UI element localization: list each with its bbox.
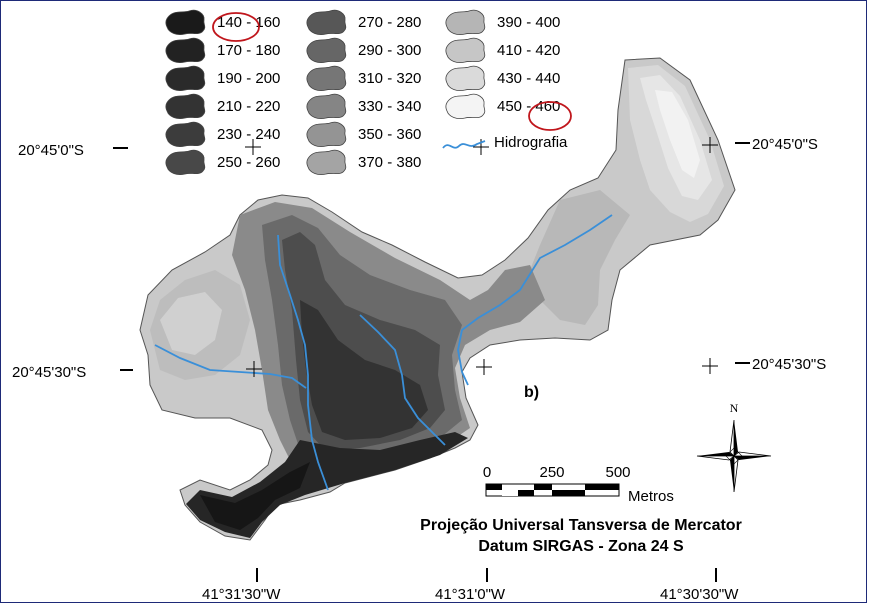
hydrography-label: Hidrografia xyxy=(494,134,568,151)
grid-cross xyxy=(476,359,492,375)
grid-cross xyxy=(245,139,261,155)
highlight-circle xyxy=(212,12,260,42)
river xyxy=(457,214,613,386)
legend-swatch xyxy=(306,37,347,63)
legend-item: 210 - 220 xyxy=(165,93,280,119)
river xyxy=(277,234,329,491)
legend-item: 250 - 260 xyxy=(165,149,280,175)
scale-tick-250: 250 xyxy=(539,464,564,481)
panel-label: b) xyxy=(524,384,539,401)
lon-label-1: 41°31'30"W xyxy=(202,586,281,603)
legend-item: 430 - 440 xyxy=(445,65,560,91)
legend-label: 330 - 340 xyxy=(358,98,421,115)
legend-item: 450 - 460 xyxy=(445,93,560,119)
legend-label: 170 - 180 xyxy=(217,42,280,59)
legend-item: 410 - 420 xyxy=(445,37,560,63)
river xyxy=(154,344,307,389)
legend-label: 370 - 380 xyxy=(358,154,421,171)
legend-label: 410 - 420 xyxy=(497,42,560,59)
legend-item-hydrography: Hidrografia xyxy=(442,134,568,151)
graticule-crosses xyxy=(245,137,718,377)
scale-bar: 0 250 500 Metros xyxy=(483,464,674,505)
legend-swatch xyxy=(165,9,206,35)
legend-swatch xyxy=(445,37,486,63)
grid-cross xyxy=(702,358,718,374)
lat-label-mid-left: 20°45'30"S xyxy=(12,364,86,381)
hydrography xyxy=(154,214,613,491)
grid-cross xyxy=(473,139,489,155)
scale-tick-0: 0 xyxy=(483,464,491,481)
legend-item: 290 - 300 xyxy=(306,37,421,63)
legend-item: 190 - 200 xyxy=(165,65,280,91)
north-label: N xyxy=(730,401,739,415)
legend-item: 350 - 360 xyxy=(306,121,421,147)
legend-item: 370 - 380 xyxy=(306,149,421,175)
projection-line-2: Datum SIRGAS - Zona 24 S xyxy=(478,538,684,555)
legend-item: 330 - 340 xyxy=(306,93,421,119)
legend-label: 290 - 300 xyxy=(358,42,421,59)
river xyxy=(359,314,446,446)
legend-label: 190 - 200 xyxy=(217,70,280,87)
legend-swatch xyxy=(165,149,206,175)
legend-label: 270 - 280 xyxy=(358,14,421,31)
north-arrow-icon: N xyxy=(696,401,772,493)
legend-label: 140 - 160 xyxy=(217,14,280,31)
lat-label-top-left: 20°45'0"S xyxy=(18,142,84,159)
highlight-circle xyxy=(528,101,572,131)
legend-swatch xyxy=(306,9,347,35)
legend-swatch xyxy=(165,37,206,63)
legend-label: 310 - 320 xyxy=(358,70,421,87)
elevation-zone xyxy=(528,190,630,325)
hydrography-swatch xyxy=(442,140,486,149)
legend-label: 210 - 220 xyxy=(217,98,280,115)
legend-swatch xyxy=(445,93,486,119)
legend-swatch xyxy=(165,121,206,147)
legend-item: 230 - 240 xyxy=(165,121,280,147)
legend-swatch xyxy=(306,149,347,175)
legend-label: 430 - 440 xyxy=(497,70,560,87)
legend-item: 390 - 400 xyxy=(445,9,560,35)
elevation-zone xyxy=(300,300,428,440)
elevation-zone xyxy=(200,462,310,530)
legend-swatch xyxy=(445,65,486,91)
legend-swatch xyxy=(445,9,486,35)
lat-label-top-right: 20°45'0"S xyxy=(752,136,818,153)
elevation-zone xyxy=(160,292,222,355)
legend-item: 140 - 160 xyxy=(165,9,280,35)
legend-item: 270 - 280 xyxy=(306,9,421,35)
legend-swatch xyxy=(306,121,347,147)
legend: 140 - 160 170 - 180 190 - 200 210 - 220 230 … xyxy=(165,9,572,175)
legend-label: 350 - 360 xyxy=(358,126,421,143)
elevation-map xyxy=(139,57,736,541)
legend-swatch xyxy=(306,65,347,91)
lat-label-mid-right: 20°45'30"S xyxy=(752,356,826,373)
lon-label-3: 41°30'30"W xyxy=(660,586,739,603)
lon-label-2: 41°31'0"W xyxy=(435,586,506,603)
legend-swatch xyxy=(165,93,206,119)
scale-tick-500: 500 xyxy=(605,464,630,481)
legend-item: 310 - 320 xyxy=(306,65,421,91)
legend-label: 230 - 240 xyxy=(217,126,280,143)
grid-cross xyxy=(246,361,262,377)
projection-line-1: Projeção Universal Tansversa de Mercator xyxy=(420,517,742,534)
legend-label: 250 - 260 xyxy=(217,154,280,171)
legend-swatch xyxy=(306,93,347,119)
legend-item: 170 - 180 xyxy=(165,37,280,63)
border-ticks xyxy=(113,142,750,582)
scale-unit: Metros xyxy=(628,488,674,505)
elevation-zone xyxy=(655,90,700,178)
legend-swatch xyxy=(165,65,206,91)
legend-label: 390 - 400 xyxy=(497,14,560,31)
grid-cross xyxy=(702,137,718,153)
